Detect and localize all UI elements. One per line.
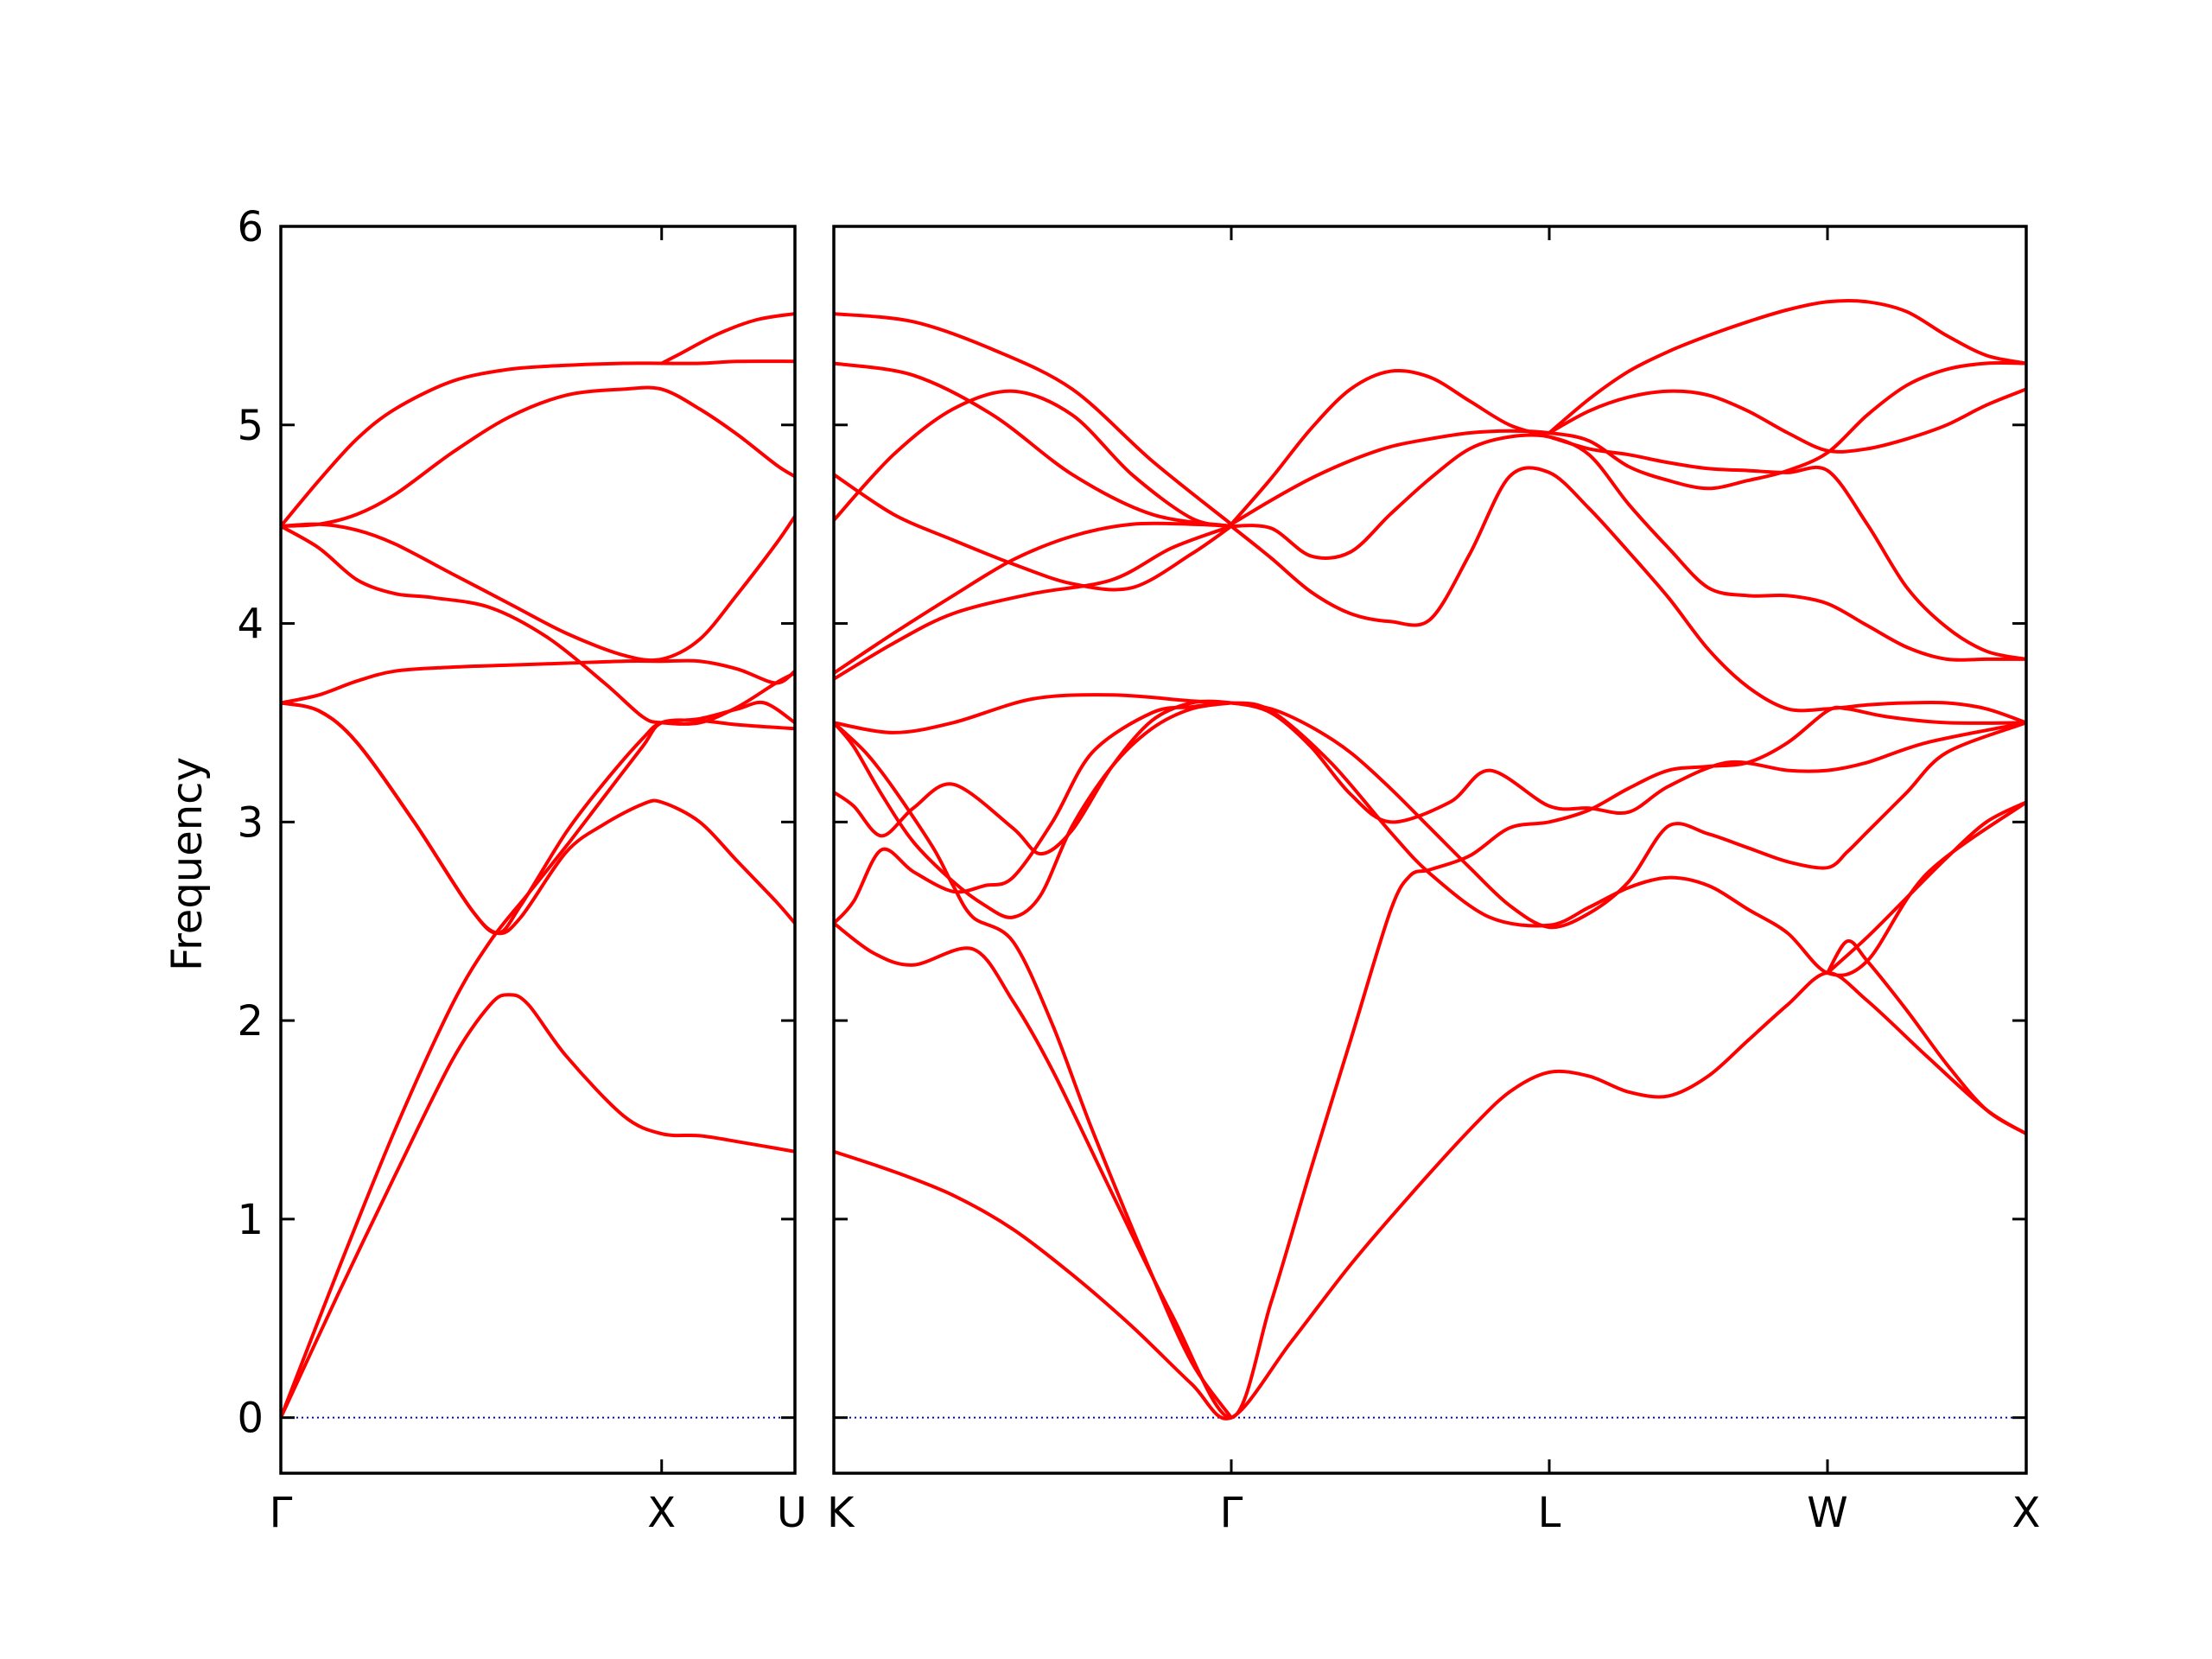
x-tick-label: K: [827, 1489, 855, 1537]
band-line-7: [834, 693, 1233, 734]
x-tick-label: X: [647, 1489, 676, 1537]
band-line-10: [659, 312, 795, 365]
band-line-3: [834, 701, 1233, 919]
band-line-19: [1230, 433, 2026, 662]
band-line-21: [1548, 299, 2026, 435]
x-tick-label: X: [2012, 1489, 2041, 1537]
plot-frame: [832, 225, 2028, 1475]
band-line-3: [281, 701, 795, 936]
x-tick-label: Γ: [270, 1489, 293, 1537]
y-tick-label: 0: [237, 1395, 264, 1443]
band-line-4: [834, 721, 1233, 1420]
band-line-16: [834, 312, 1233, 526]
y-tick-label: 4: [237, 601, 264, 649]
y-tick-label: 2: [237, 997, 264, 1046]
band-line-5: [834, 699, 2026, 856]
band-line-1: [281, 993, 795, 1420]
band-line-18: [1230, 466, 2026, 725]
x-tick-label: Γ: [1220, 1489, 1243, 1537]
band-line-1: [834, 971, 2026, 1421]
band-line-22: [1548, 387, 2026, 454]
plot-frame: [279, 225, 797, 1475]
left-panel: 0 1 2 3 4 5 6 Γ X U: [237, 203, 807, 1537]
band-line-14: [834, 389, 1233, 528]
band-line-20: [1230, 361, 2026, 526]
band-line-13: [834, 473, 1233, 592]
band-line-11: [834, 524, 1233, 681]
band-line-2: [281, 718, 795, 1420]
x-tick-label: U: [777, 1489, 807, 1537]
band-line-12: [834, 521, 1233, 675]
band-line-7: [281, 514, 795, 663]
y-tick-label: 5: [237, 402, 264, 450]
x-tick-label: W: [1807, 1489, 1847, 1537]
band-line-5: [281, 658, 795, 705]
y-axis-label: Frequency: [163, 757, 212, 971]
x-tick-label: L: [1538, 1489, 1561, 1537]
band-line-15: [834, 361, 1233, 528]
band-line-10: [1826, 939, 2026, 1136]
band-line-4: [281, 700, 795, 936]
band-line-8: [281, 385, 795, 528]
band-line-6: [281, 524, 795, 727]
band-line-9: [281, 359, 795, 528]
band-line-9: [1826, 800, 2026, 975]
band-line-2: [834, 705, 2026, 1420]
y-tick-label: 3: [237, 798, 264, 847]
bands-group: [834, 299, 2026, 1421]
y-tick-label: 6: [237, 203, 264, 251]
band-line-17: [1230, 369, 2026, 661]
bands-group: [281, 312, 795, 1420]
band-line-8: [1230, 701, 2026, 930]
y-tick-label: 1: [237, 1196, 264, 1244]
band-line-6: [834, 701, 2026, 977]
